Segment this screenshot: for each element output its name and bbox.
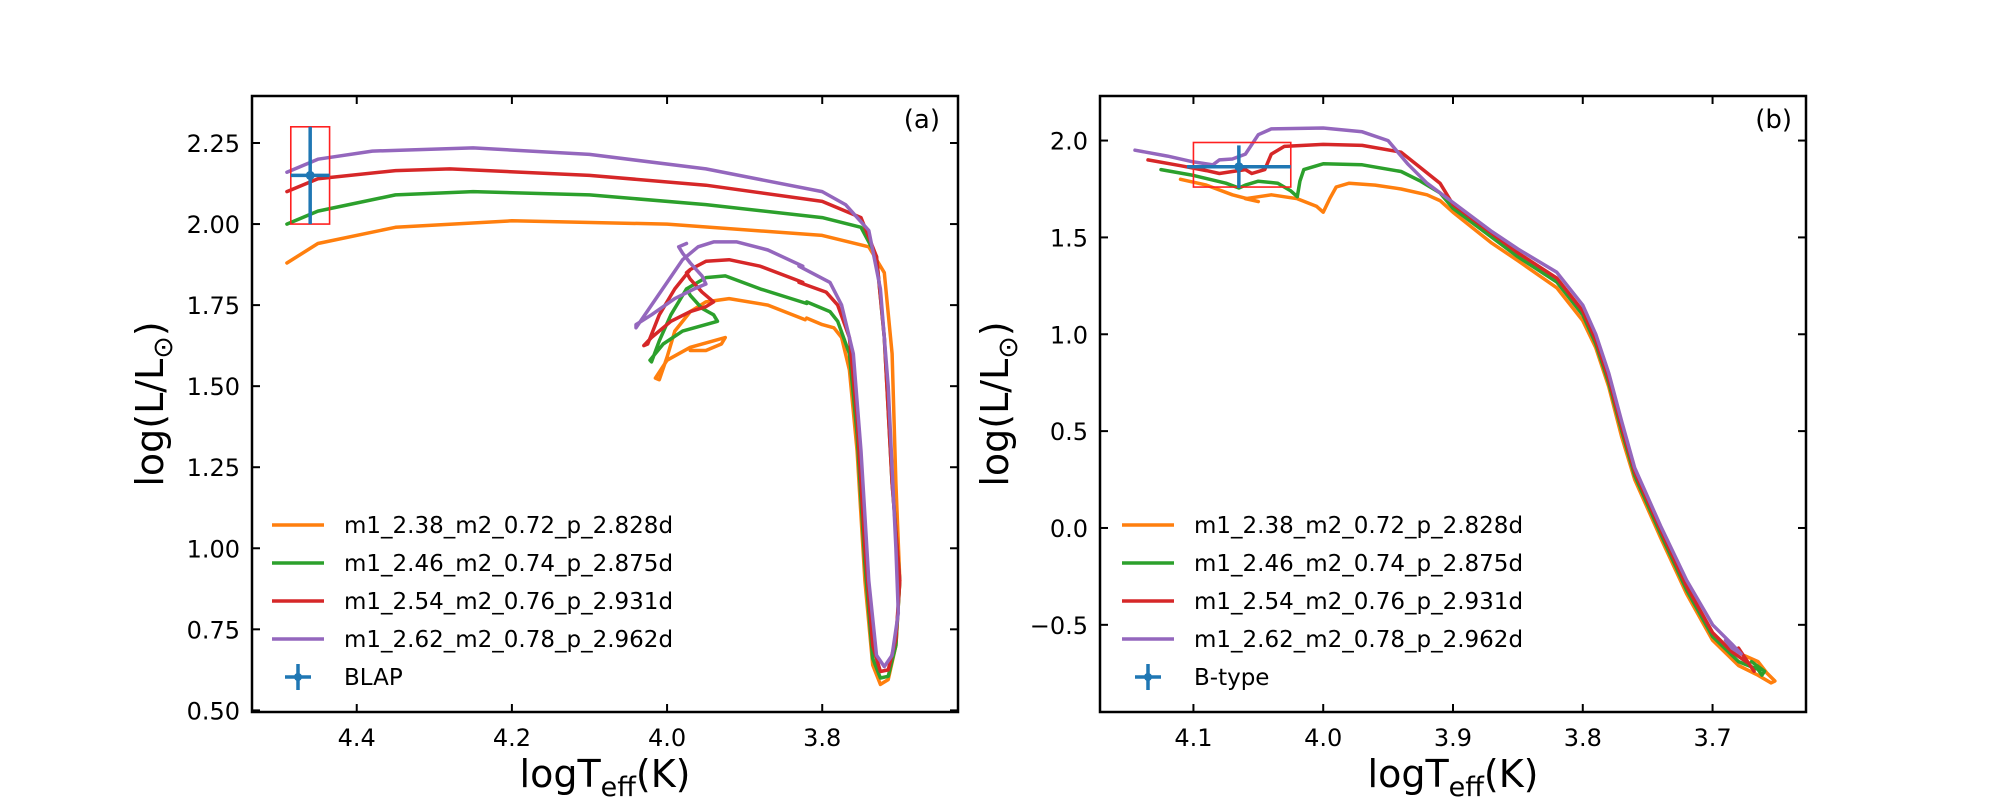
legend-marker-dot-a <box>294 673 302 681</box>
x-axis-title-a: logTeff(K) <box>520 752 691 800</box>
legend-b: m1_2.38_m2_0.72_p_2.828d m1_2.46_m2_0.74_… <box>1122 513 1523 691</box>
series-line-b-1 <box>1178 177 1777 685</box>
plot-area-a: 4.4 4.2 4.0 3.8 0.50 0.75 1.00 1.25 1.50 1.75 2.00… <box>187 94 960 752</box>
y-tick-label-b: 2.0 <box>1050 128 1088 156</box>
y-axis-title-a: log(L/L⊙) <box>128 321 179 486</box>
panel-a: 4.4 4.2 4.0 3.8 0.50 0.75 1.00 1.25 1.50 1.75 2.00… <box>128 94 960 800</box>
y-tick-label-b: 0.5 <box>1050 418 1088 446</box>
legend-label-a-1: m1_2.38_m2_0.72_p_2.828d <box>344 513 673 539</box>
legend-marker-dot-b <box>1144 673 1152 681</box>
panel-b: 4.1 4.0 3.9 3.8 3.7 −0.5 0.0 0.5 1.0 1.5 2.0 (b) l… <box>973 94 1808 800</box>
legend-label-b-2: m1_2.46_m2_0.74_p_2.875d <box>1194 551 1523 577</box>
series-line-a-1 <box>653 296 807 382</box>
plot-area-b: 4.1 4.0 3.9 3.8 3.7 −0.5 0.0 0.5 1.0 1.5 2.0 <box>1030 94 1808 752</box>
panel-label-b: (b) <box>1755 105 1792 135</box>
error-box-b <box>1192 141 1292 188</box>
y-tick-label-b: 0.0 <box>1050 515 1088 543</box>
series-line-b-2 <box>1159 162 1767 677</box>
legend-label-b-3: m1_2.54_m2_0.76_p_2.931d <box>1194 589 1523 615</box>
x-axis-title-b: logTeff(K) <box>1368 752 1539 800</box>
legend-a: m1_2.38_m2_0.72_p_2.828d m1_2.46_m2_0.74_… <box>272 513 673 691</box>
x-tick-label-b: 3.7 <box>1693 724 1731 752</box>
x-tick-label-b: 3.9 <box>1434 724 1472 752</box>
axes-frame-a <box>250 94 960 714</box>
y-tick-label-b: 1.0 <box>1050 321 1088 349</box>
series-line-a-4 <box>285 146 901 669</box>
y-tick-label-a: 1.25 <box>187 454 240 482</box>
x-tick-label-a: 4.2 <box>493 724 531 752</box>
y-tick-label-a: 1.00 <box>187 535 240 563</box>
y-tick-label-b: −0.5 <box>1030 612 1088 640</box>
y-tick-label-a: 2.25 <box>187 130 240 158</box>
x-tick-label-b: 3.8 <box>1564 724 1602 752</box>
x-tick-label-a: 4.4 <box>338 724 376 752</box>
legend-label-a-5: BLAP <box>344 665 403 691</box>
y-tick-label-a: 0.75 <box>187 616 240 644</box>
series-line-a-2 <box>648 274 809 364</box>
legend-label-b-4: m1_2.62_m2_0.78_p_2.962d <box>1194 627 1523 653</box>
x-tick-label-b: 4.1 <box>1174 724 1212 752</box>
panel-label-a: (a) <box>904 105 940 135</box>
y-tick-label-a: 2.00 <box>187 211 240 239</box>
legend-label-a-4: m1_2.62_m2_0.78_p_2.962d <box>344 627 673 653</box>
y-tick-label-b: 1.5 <box>1050 224 1088 252</box>
observation-point-a <box>305 170 315 180</box>
observation-point-b <box>1234 162 1244 172</box>
axes-frame-b <box>1098 94 1808 714</box>
legend-label-b-5: B-type <box>1194 665 1269 691</box>
y-tick-label-a: 0.50 <box>187 697 240 725</box>
y-axis-title-b: log(L/L⊙) <box>973 321 1024 486</box>
y-tick-label-a: 1.75 <box>187 292 240 320</box>
x-tick-label-a: 4.0 <box>648 724 686 752</box>
legend-label-a-3: m1_2.54_m2_0.76_p_2.931d <box>344 589 673 615</box>
y-tick-label-a: 1.50 <box>187 373 240 401</box>
series-line-a-4 <box>634 240 805 330</box>
legend-label-b-1: m1_2.38_m2_0.72_p_2.828d <box>1194 513 1523 539</box>
x-tick-label-b: 4.0 <box>1304 724 1342 752</box>
x-tick-label-a: 3.8 <box>803 724 841 752</box>
series-line-b-4 <box>1133 126 1743 656</box>
series-line-a-3 <box>642 257 805 348</box>
legend-label-a-2: m1_2.46_m2_0.74_p_2.875d <box>344 551 673 577</box>
